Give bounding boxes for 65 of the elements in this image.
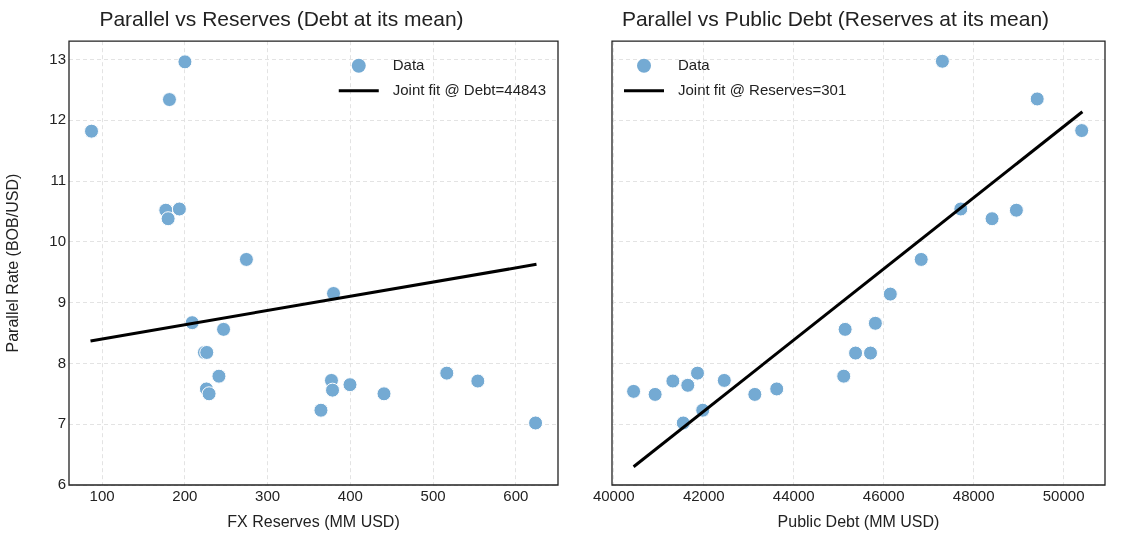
y-axis-title: Parallel Rate (BOB/USD) [4, 173, 22, 353]
legend-label: Data [392, 55, 426, 73]
y-tick-label: 9 [57, 292, 66, 310]
point [161, 92, 177, 108]
x-tick-label: 600 [503, 487, 529, 505]
x-tick-label: 40000 [592, 487, 635, 505]
x-tick-label: 50000 [1042, 487, 1085, 505]
point [882, 286, 898, 302]
y-tick-label: 8 [57, 353, 66, 371]
point [376, 386, 392, 402]
point [171, 201, 187, 217]
point [836, 368, 852, 384]
point [84, 123, 100, 139]
x-tick-label: 200 [172, 487, 198, 505]
chart-title: Parallel vs Reserves (Debt at its mean) [99, 7, 464, 31]
point [848, 345, 864, 361]
point [470, 373, 486, 389]
point [1008, 202, 1024, 218]
y-tick-label: 7 [57, 414, 66, 432]
point [647, 386, 663, 402]
point [342, 377, 358, 393]
legend-label: Data [678, 55, 711, 73]
y-tick-label: 12 [49, 110, 66, 128]
legend-label: Joint fit @ Reserves=301 [678, 80, 847, 98]
x-tick-label: 48000 [952, 487, 995, 505]
point [201, 386, 217, 402]
point [716, 372, 732, 388]
y-tick-label: 11 [50, 171, 66, 189]
point [769, 381, 785, 397]
point [913, 251, 929, 267]
point [238, 251, 254, 267]
point [177, 54, 193, 70]
point [626, 383, 642, 399]
y-tick-label: 10 [49, 231, 66, 249]
point [665, 373, 681, 389]
x-tick-label: 400 [337, 487, 363, 505]
x-tick-label: 46000 [862, 487, 905, 505]
x-tick-label: 500 [420, 487, 446, 505]
point [1074, 123, 1090, 139]
point [160, 211, 176, 227]
point [1029, 91, 1045, 107]
point [984, 211, 1000, 227]
y-tick-label: 6 [57, 475, 66, 493]
x-tick-label: 100 [89, 487, 115, 505]
x-axis-title: FX Reserves (MM USD) [227, 512, 400, 530]
point [680, 377, 696, 393]
point [528, 415, 544, 431]
x-axis-title: Public Debt (MM USD) [777, 512, 940, 530]
point [837, 321, 853, 337]
point [747, 386, 763, 402]
chart-title: Parallel vs Public Debt (Reserves at its mean) [621, 7, 1050, 31]
x-tick-label: 42000 [682, 487, 725, 505]
point [867, 315, 883, 331]
point [313, 402, 329, 418]
point [211, 368, 227, 384]
x-tick-label: 44000 [772, 487, 815, 505]
point [216, 321, 232, 337]
point [934, 53, 950, 69]
point [325, 382, 341, 398]
x-tick-label: 300 [255, 487, 281, 505]
point [439, 365, 455, 381]
point [690, 365, 706, 381]
y-tick-label: 13 [49, 49, 66, 67]
legend-label: Joint fit @ Debt=44843 [392, 80, 547, 98]
point [863, 345, 879, 361]
